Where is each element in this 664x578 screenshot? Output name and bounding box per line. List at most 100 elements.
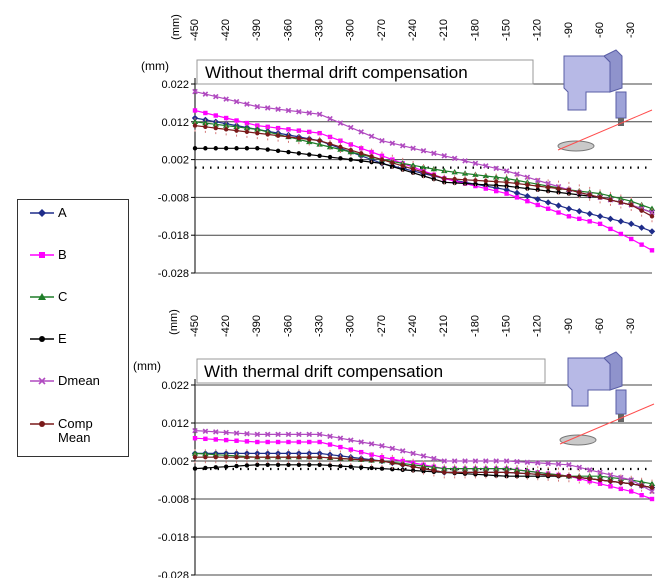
data-point [348,437,354,443]
x-tick-label: -390 [251,315,263,337]
data-point [503,465,510,471]
data-point [596,473,604,479]
data-point [203,465,208,471]
data-point [338,156,343,161]
y-tick-label: 0.002 [161,155,189,167]
data-point [399,448,406,454]
title-box [196,358,546,384]
legend-item-b: B [30,247,67,262]
data-point [244,146,250,151]
data-point [369,149,374,155]
data-point [597,477,603,483]
data-point [618,480,624,485]
legend-label: E [58,331,67,346]
x-tick-label: -90 [563,318,575,334]
data-point [514,185,520,190]
legend: A B C E Dmean Comp Mean [17,199,129,457]
data-point [545,460,551,467]
data-point [462,177,468,182]
data-point [213,437,218,442]
data-point [472,458,479,464]
legend-label-line: Mean [58,430,91,445]
data-point [369,154,374,159]
data-point [254,103,261,110]
data-point [192,436,198,441]
data-point [535,183,540,189]
data-point [514,181,520,186]
data-point [577,475,582,480]
data-point [286,455,291,460]
data-point [203,146,208,151]
x-unit-label: (mm) [170,14,182,40]
data-point [368,441,375,447]
data-point [358,146,364,151]
data-point [275,133,281,138]
data-point [202,119,209,126]
data-point [358,158,364,164]
data-point [348,147,353,153]
data-point [504,191,509,196]
data-point [223,437,229,443]
data-point [243,124,251,131]
data-point [275,455,281,460]
data-point [265,132,270,137]
data-point [307,152,312,157]
data-point [358,439,364,445]
data-point [461,465,469,471]
legend-label: B [58,247,67,262]
data-point [202,428,209,434]
data-point [379,157,385,162]
data-point [566,474,572,479]
data-point [234,128,239,133]
title-box [196,59,534,85]
data-point [379,137,385,144]
chart-without-compensation: (mm) (mm) -450 -420 -390 -360 -330 -300 -270 -2… [141,14,656,280]
data-point [607,215,614,223]
data-point [327,463,333,468]
data-point [358,457,364,462]
data-point [192,88,198,95]
series-lines [191,427,656,502]
data-point [275,106,281,112]
data-point [556,190,561,195]
x-tick-label: -300 [345,315,357,337]
x-tick-label: -270 [376,315,388,337]
data-point [222,122,230,128]
x-tick-label: -210 [438,19,450,41]
data-point [607,474,614,480]
data-point [452,176,457,182]
x-tick-label: -30 [625,318,637,334]
data-point [379,466,385,471]
data-point [379,161,385,166]
data-point [629,489,634,494]
x-tick-label: -180 [469,315,481,337]
data-point [338,463,343,469]
data-point [452,470,457,475]
data-point [421,466,426,471]
data-point [577,216,582,222]
x-tick-label: -240 [407,19,419,41]
x-tick-label: -180 [469,19,481,41]
data-point [400,462,405,467]
data-point [306,110,313,116]
data-point [555,202,562,209]
data-point [203,110,208,116]
legend-box [17,199,129,457]
legend-label: Comp Mean [58,416,93,445]
data-point [410,468,416,473]
data-point [421,170,426,175]
data-point [234,463,239,469]
data-point [338,144,343,150]
data-point [462,158,468,164]
y-tick-labels: 0.022 0.012 0.002 -0.008 -0.018 -0.028 [158,79,189,280]
data-point [255,146,260,151]
series-comp-mean [192,449,655,496]
x-tick-label: -270 [376,19,388,41]
data-point [213,93,219,100]
data-point [317,455,322,460]
legend-marker [39,336,45,342]
legend-item-dmean: Dmean [30,373,100,388]
x-tick-label: -60 [594,318,606,334]
data-point [514,474,520,479]
